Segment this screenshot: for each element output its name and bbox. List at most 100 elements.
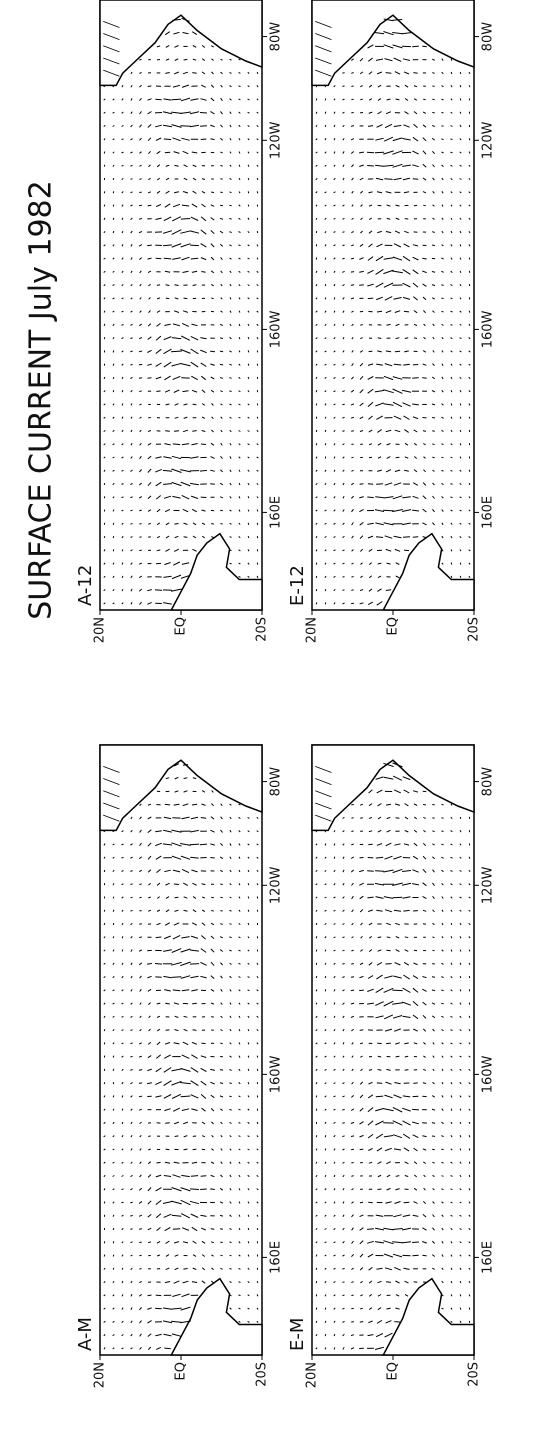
current-vector xyxy=(229,1028,232,1032)
current-vector xyxy=(210,1228,215,1230)
current-vector xyxy=(342,1135,345,1138)
current-vector xyxy=(130,71,133,75)
current-vector xyxy=(256,1029,259,1032)
current-vector xyxy=(174,523,179,525)
current-vector xyxy=(171,1320,182,1323)
current-vector xyxy=(210,961,215,966)
current-vector xyxy=(139,1333,142,1337)
current-vector xyxy=(333,962,336,965)
land-hatch xyxy=(103,45,120,53)
current-vector xyxy=(191,375,198,381)
current-vector xyxy=(139,416,142,419)
current-vector xyxy=(395,1280,400,1284)
panel-label: A-12 xyxy=(75,565,96,606)
current-vector xyxy=(395,936,400,939)
current-vector xyxy=(441,217,444,220)
current-vector xyxy=(359,909,364,913)
current-vector xyxy=(459,230,462,234)
current-vector xyxy=(402,776,411,781)
current-vector xyxy=(112,270,115,273)
current-vector xyxy=(148,1135,151,1137)
current-vector xyxy=(171,1307,182,1310)
current-vector xyxy=(324,1161,327,1164)
current-vector xyxy=(238,949,241,952)
current-vector xyxy=(377,588,382,592)
current-vector xyxy=(324,1121,327,1125)
current-vector xyxy=(190,1213,199,1218)
current-vector xyxy=(256,151,259,154)
current-vector xyxy=(342,1095,345,1098)
current-vector xyxy=(342,297,345,300)
current-vector xyxy=(315,1320,318,1323)
current-vector xyxy=(247,1015,250,1018)
current-vector xyxy=(103,124,106,128)
current-vector xyxy=(468,1068,471,1071)
current-vector xyxy=(324,111,327,114)
current-vector xyxy=(459,244,462,247)
current-vector xyxy=(333,830,336,833)
current-vector xyxy=(359,1240,364,1245)
current-vector xyxy=(220,829,223,833)
current-vector xyxy=(200,98,207,101)
current-vector xyxy=(171,855,182,860)
current-vector xyxy=(386,816,391,820)
current-vector xyxy=(432,1081,435,1085)
current-vector xyxy=(247,869,250,873)
current-vector xyxy=(324,896,327,899)
current-vector xyxy=(333,1082,336,1085)
current-vector xyxy=(431,1122,436,1124)
current-vector xyxy=(468,85,471,88)
current-vector xyxy=(155,1200,162,1205)
current-vector xyxy=(422,1014,427,1019)
current-vector xyxy=(422,363,427,366)
current-vector xyxy=(351,376,354,380)
current-vector xyxy=(432,469,435,472)
current-vector xyxy=(333,231,336,233)
current-vector xyxy=(103,989,106,992)
current-vector xyxy=(112,297,115,300)
current-vector xyxy=(247,1281,250,1284)
current-vector xyxy=(359,869,364,873)
current-vector xyxy=(351,71,354,74)
current-vector xyxy=(173,883,180,885)
current-vector xyxy=(403,974,410,980)
current-vector xyxy=(412,855,419,860)
current-vector xyxy=(324,429,327,433)
current-vector xyxy=(192,284,197,286)
current-vector xyxy=(459,936,462,939)
current-vector xyxy=(247,1267,250,1270)
current-vector xyxy=(333,1148,336,1151)
current-vector xyxy=(333,363,336,366)
current-vector xyxy=(459,830,462,833)
current-vector xyxy=(392,1106,403,1113)
current-vector xyxy=(342,164,345,168)
current-vector xyxy=(413,1028,418,1032)
current-vector xyxy=(377,230,382,234)
lon-label: 80W xyxy=(269,22,284,52)
current-vector xyxy=(210,124,215,128)
current-vector xyxy=(376,909,383,912)
current-vector xyxy=(351,895,354,900)
current-vector xyxy=(422,909,427,912)
current-vector xyxy=(468,350,471,353)
current-vector xyxy=(315,843,318,846)
current-vector xyxy=(138,377,143,379)
current-vector xyxy=(315,151,318,154)
current-vector xyxy=(375,1095,384,1098)
current-vector xyxy=(315,1254,318,1257)
current-vector xyxy=(333,1320,336,1323)
current-vector xyxy=(174,535,179,539)
current-vector xyxy=(403,124,410,128)
current-vector xyxy=(367,988,374,992)
current-vector xyxy=(315,1334,318,1337)
current-vector xyxy=(211,71,214,75)
land-hatch xyxy=(315,765,332,773)
current-vector xyxy=(103,1121,106,1124)
current-vector xyxy=(342,1201,345,1204)
current-vector xyxy=(199,469,208,472)
current-vector xyxy=(112,1135,115,1138)
current-vector xyxy=(375,282,384,288)
current-vector xyxy=(192,548,197,552)
current-vector xyxy=(121,936,124,939)
